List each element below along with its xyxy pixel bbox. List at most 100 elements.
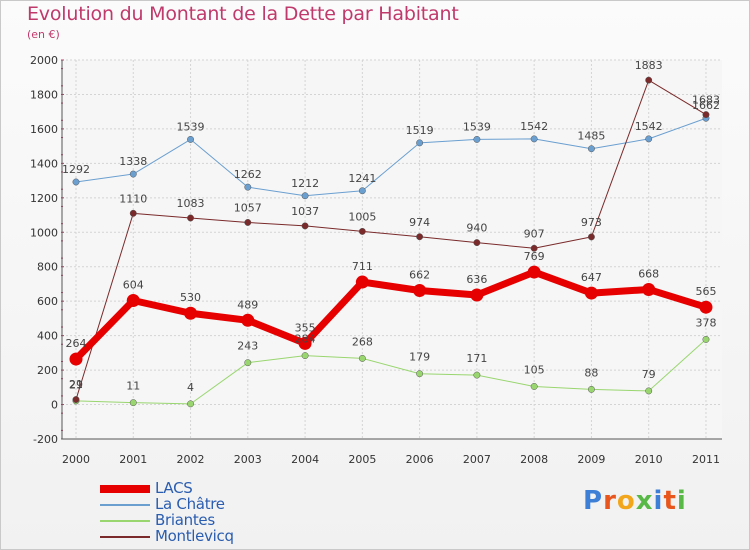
series-line-montlevicq [75,79,707,400]
chart-title: Evolution du Montant de la Dette par Hab… [27,3,459,25]
data-point-la-ch-tre [473,135,481,143]
data-label-briantes: 284 [295,333,316,346]
y-tick-label: 1800 [30,88,58,101]
data-point-briantes [587,385,595,393]
x-tick-label: 2010 [635,453,663,466]
logo-letter: x [635,486,654,516]
data-point-la-ch-tre [301,192,309,200]
data-label-briantes: 268 [352,335,373,348]
data-label-lacs: 604 [123,278,144,291]
logo-letter: t [663,486,677,516]
data-point-la-ch-tre [129,170,137,178]
legend-swatch [100,485,150,493]
proxiti-logo: Proxiti [583,486,687,516]
data-label-lacs: 355 [295,321,316,334]
data-label-lacs: 489 [237,298,258,311]
data-label-la-ch-tre: 1292 [62,163,90,176]
data-point-lacs [699,300,713,314]
series-line-briantes [75,339,707,405]
logo-letter: o [616,486,636,516]
legend-label: LACS [155,479,193,497]
data-label-lacs: 668 [638,267,659,280]
y-tick-label: 1200 [30,192,58,205]
data-label-montlevicq: 907 [524,227,545,240]
data-point-montlevicq [587,233,595,241]
data-point-la-ch-tre [530,135,538,143]
data-label-briantes: 79 [642,368,656,381]
data-point-briantes [702,335,710,343]
data-point-briantes [416,370,424,378]
y-tick-label: 800 [37,261,58,274]
data-label-montlevicq: 1683 [692,94,720,107]
data-point-montlevicq [645,76,653,84]
y-tick-label: 2000 [30,54,58,67]
y-tick-label: 1000 [30,226,58,239]
x-tick-label: 2004 [291,453,319,466]
y-tick-label: 0 [51,399,58,412]
y-tick-label: 200 [37,364,58,377]
data-label-briantes: 4 [187,381,194,394]
data-label-lacs: 662 [409,269,430,282]
data-point-montlevicq [187,214,194,222]
logo-letter: i [653,486,664,516]
series-line-lacs [73,268,708,362]
data-label-la-ch-tre: 1539 [463,120,491,133]
data-label-lacs: 769 [524,250,545,263]
data-point-montlevicq [72,396,80,403]
data-label-la-ch-tre: 1212 [291,177,319,190]
data-point-briantes [187,400,194,408]
data-label-lacs: 711 [352,260,373,273]
data-label-montlevicq: 1883 [635,59,663,72]
data-label-montlevicq: 973 [581,216,602,229]
data-label-montlevicq: 1057 [234,201,262,214]
data-point-briantes [530,383,538,390]
data-point-lacs [126,293,140,307]
y-tick-label: 1600 [30,123,58,136]
data-point-la-ch-tre [72,178,80,186]
data-point-briantes [301,352,309,360]
x-tick-label: 2001 [119,453,147,466]
x-tick-label: 2008 [520,453,548,466]
logo-letter: r [603,486,617,516]
data-point-la-ch-tre [587,145,595,153]
data-label-lacs: 565 [695,285,716,298]
legend-swatch [100,520,150,522]
data-point-briantes [129,399,137,407]
data-label-briantes: 378 [695,316,716,329]
data-label-briantes: 11 [126,380,140,393]
legend-swatch [100,536,150,538]
data-point-lacs [241,313,255,327]
data-label-montlevicq: 1110 [119,192,147,205]
plot-area [62,60,722,439]
x-tick-label: 2005 [348,453,376,466]
x-tick-label: 2011 [692,453,720,466]
legend-swatch [100,504,150,506]
data-point-montlevicq [530,244,538,252]
data-point-lacs [584,286,598,300]
data-point-montlevicq [129,209,137,217]
legend-label: La Châtre [155,495,225,513]
data-point-lacs [184,306,198,320]
data-point-lacs [69,352,83,366]
y-tick-label: 1400 [30,157,58,170]
data-label-montlevicq: 1037 [291,205,319,218]
data-label-la-ch-tre: 1519 [406,124,434,137]
logo-letter: i [676,486,687,516]
x-tick-label: 2007 [463,453,491,466]
data-point-lacs [470,288,484,302]
data-point-montlevicq [416,233,424,241]
y-tick-label: 400 [37,330,58,343]
data-point-lacs [298,336,312,350]
data-label-lacs: 636 [466,273,487,286]
data-point-la-ch-tre [244,183,252,191]
data-point-montlevicq [358,227,366,235]
y-tick-label: -200 [33,433,58,446]
data-label-briantes: 21 [69,378,83,391]
data-label-lacs: 647 [581,271,602,284]
data-label-la-ch-tre: 1662 [692,99,720,112]
data-label-la-ch-tre: 1241 [348,172,376,185]
x-tick-label: 2009 [577,453,605,466]
data-label-briantes: 171 [466,352,487,365]
data-point-la-ch-tre [416,139,424,147]
x-tick-label: 2006 [406,453,434,466]
